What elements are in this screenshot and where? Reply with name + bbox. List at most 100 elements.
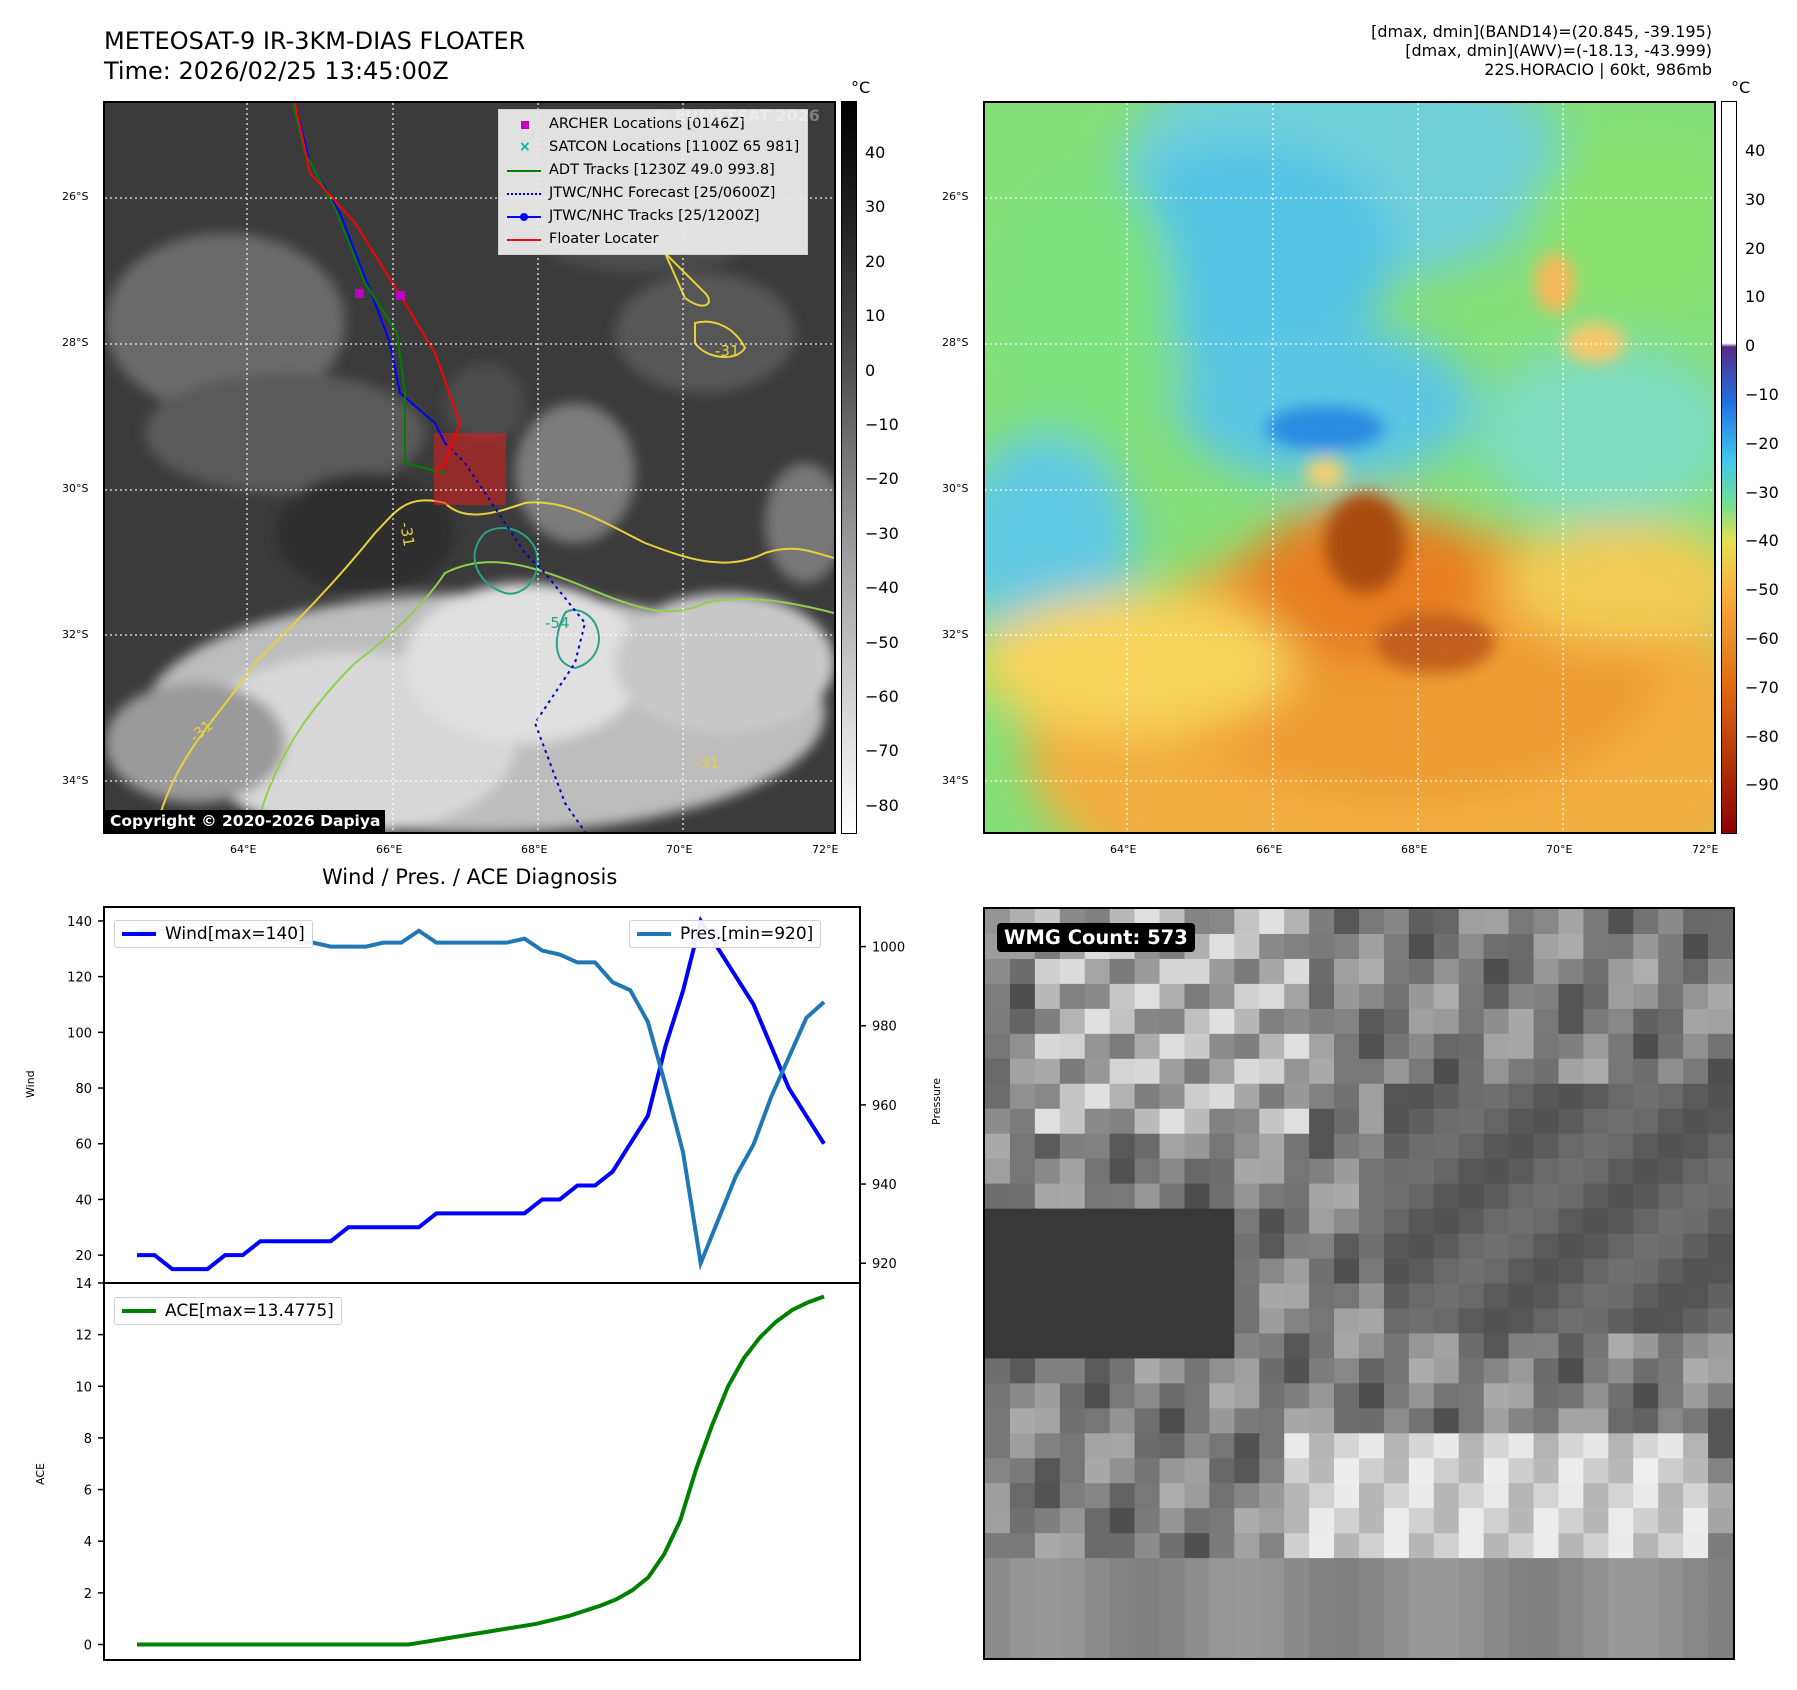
wmg-cell: [985, 1308, 1011, 1335]
wmg-cell: [1259, 1258, 1285, 1285]
wmg-cell: [1159, 1158, 1186, 1185]
wmg-cell: [1059, 1258, 1086, 1285]
wmg-cell: [1458, 1233, 1485, 1260]
ace-ytick-label: 0: [84, 1639, 92, 1654]
wmg-cell: [1334, 1183, 1360, 1210]
wmg-cell: [1009, 1383, 1036, 1409]
wmg-cell: [1583, 1583, 1609, 1609]
wmg-cell: [1683, 1008, 1709, 1035]
contour-label: -31: [695, 754, 720, 772]
wmg-cell: [1658, 1333, 1684, 1359]
wmg-cell: [1433, 1183, 1460, 1210]
wmg-cell: [1234, 1408, 1260, 1434]
wmg-cell: [1433, 1408, 1460, 1434]
wmg-cell: [1334, 1158, 1360, 1185]
wmg-cell: [1383, 1558, 1410, 1584]
wmg-cell: [1433, 1508, 1460, 1534]
wmg-cell: [1558, 1558, 1584, 1584]
wmg-cell: [1284, 1283, 1310, 1310]
wmg-cell: [1708, 1383, 1733, 1409]
wmg-cell: [1533, 1158, 1560, 1185]
ir-legend: ARCHER Locations [0146Z] × SATCON Locati…: [498, 109, 809, 255]
wmg-cell: [1034, 1283, 1061, 1310]
wmg-cell: [1184, 1633, 1210, 1658]
pressure-ytick-label: 1000: [872, 941, 905, 956]
wmg-cell: [1483, 1383, 1510, 1409]
wmg-cell: [1658, 933, 1684, 960]
wmg-cell: [1433, 909, 1460, 935]
wmg-cell: [1309, 1383, 1335, 1409]
ir-colorbar-tick: 20: [865, 251, 886, 271]
wmg-cell: [1433, 1358, 1460, 1384]
awv-lon-tick: 68°E: [1401, 843, 1428, 856]
wmg-cell: [1009, 1558, 1036, 1584]
wmg-cell: [1458, 909, 1485, 935]
wmg-cell: [1508, 983, 1535, 1010]
wmg-cell: [1309, 1058, 1335, 1085]
wmg-cell: [1059, 1633, 1086, 1658]
wmg-cell: [1658, 1183, 1684, 1210]
wmg-cell: [1259, 1608, 1285, 1634]
wmg-cell: [985, 1258, 1011, 1285]
wmg-cell: [1309, 1608, 1335, 1634]
wmg-cell: [1109, 1183, 1136, 1210]
wmg-cell: [1433, 1258, 1460, 1285]
wmg-cell: [1034, 958, 1061, 985]
wmg-cell: [1458, 958, 1485, 985]
wmg-cell: [1284, 1258, 1310, 1285]
wmg-cell: [1483, 1408, 1510, 1434]
wmg-cell: [1209, 1483, 1235, 1509]
wmg-cell: [985, 1458, 1011, 1484]
wmg-cell: [1708, 1283, 1733, 1310]
wmg-cell: [1284, 1533, 1310, 1559]
wmg-cell: [1508, 1283, 1535, 1310]
wmg-cell: [1159, 1183, 1186, 1210]
wmg-cell: [1533, 1108, 1560, 1135]
wmg-cell: [1533, 1358, 1560, 1384]
wmg-cell: [1458, 1083, 1485, 1110]
ir-colorbar-tick: −50: [865, 632, 899, 652]
ace-ytick-label: 10: [75, 1380, 92, 1395]
wmg-cell: [985, 1608, 1011, 1634]
wmg-cell: [1383, 933, 1410, 960]
wmg-cell: [1284, 1083, 1310, 1110]
wmg-cell: [1533, 1283, 1560, 1310]
wmg-cell: [1234, 1508, 1260, 1534]
wmg-cell: [1708, 1008, 1733, 1035]
wmg-cell: [1009, 1233, 1036, 1260]
wmg-cell: [1383, 1458, 1410, 1484]
wmg-cell: [1583, 1183, 1609, 1210]
wmg-cell: [1359, 1358, 1385, 1384]
wmg-cell: [1259, 1208, 1285, 1235]
wmg-cell: [1458, 1183, 1485, 1210]
wmg-cell: [1234, 933, 1260, 960]
wmg-cell: [1608, 1333, 1634, 1359]
wmg-cell: [1034, 1033, 1061, 1060]
wmg-cell: [1408, 1008, 1435, 1035]
wmg-cell: [1408, 1608, 1435, 1634]
wmg-cell: [1084, 1108, 1111, 1135]
wmg-cell: [1259, 1133, 1285, 1160]
wmg-cell: [1433, 1208, 1460, 1235]
wmg-cell: [1134, 1058, 1161, 1085]
wmg-cell: [1259, 1533, 1285, 1559]
ir-lon-tick: 66°E: [376, 843, 403, 856]
wmg-cell: [1483, 1358, 1510, 1384]
wmg-cell: [1608, 1158, 1634, 1185]
wmg-cell: [1383, 1133, 1410, 1160]
wmg-cell: [1558, 1308, 1584, 1335]
wmg-cell: [1234, 1158, 1260, 1185]
ace-ytick-label: 2: [84, 1587, 92, 1602]
wmg-cell: [1184, 1433, 1210, 1459]
wmg-cell: [1209, 958, 1235, 985]
wmg-cell: [1533, 1208, 1560, 1235]
wmg-cell: [1608, 1033, 1634, 1060]
stats-awv: [dmax, dmin](AWV)=(-18.13, -43.999): [1405, 41, 1712, 60]
wmg-cell: [1059, 1508, 1086, 1534]
ace-legend: ACE[max=13.4775]: [114, 1297, 342, 1325]
wmg-cell: [1508, 1483, 1535, 1509]
wmg-cell: [1658, 1383, 1684, 1409]
wmg-cell: [1608, 1383, 1634, 1409]
wmg-cell: [1059, 1308, 1086, 1335]
wmg-cell: [1483, 1208, 1510, 1235]
